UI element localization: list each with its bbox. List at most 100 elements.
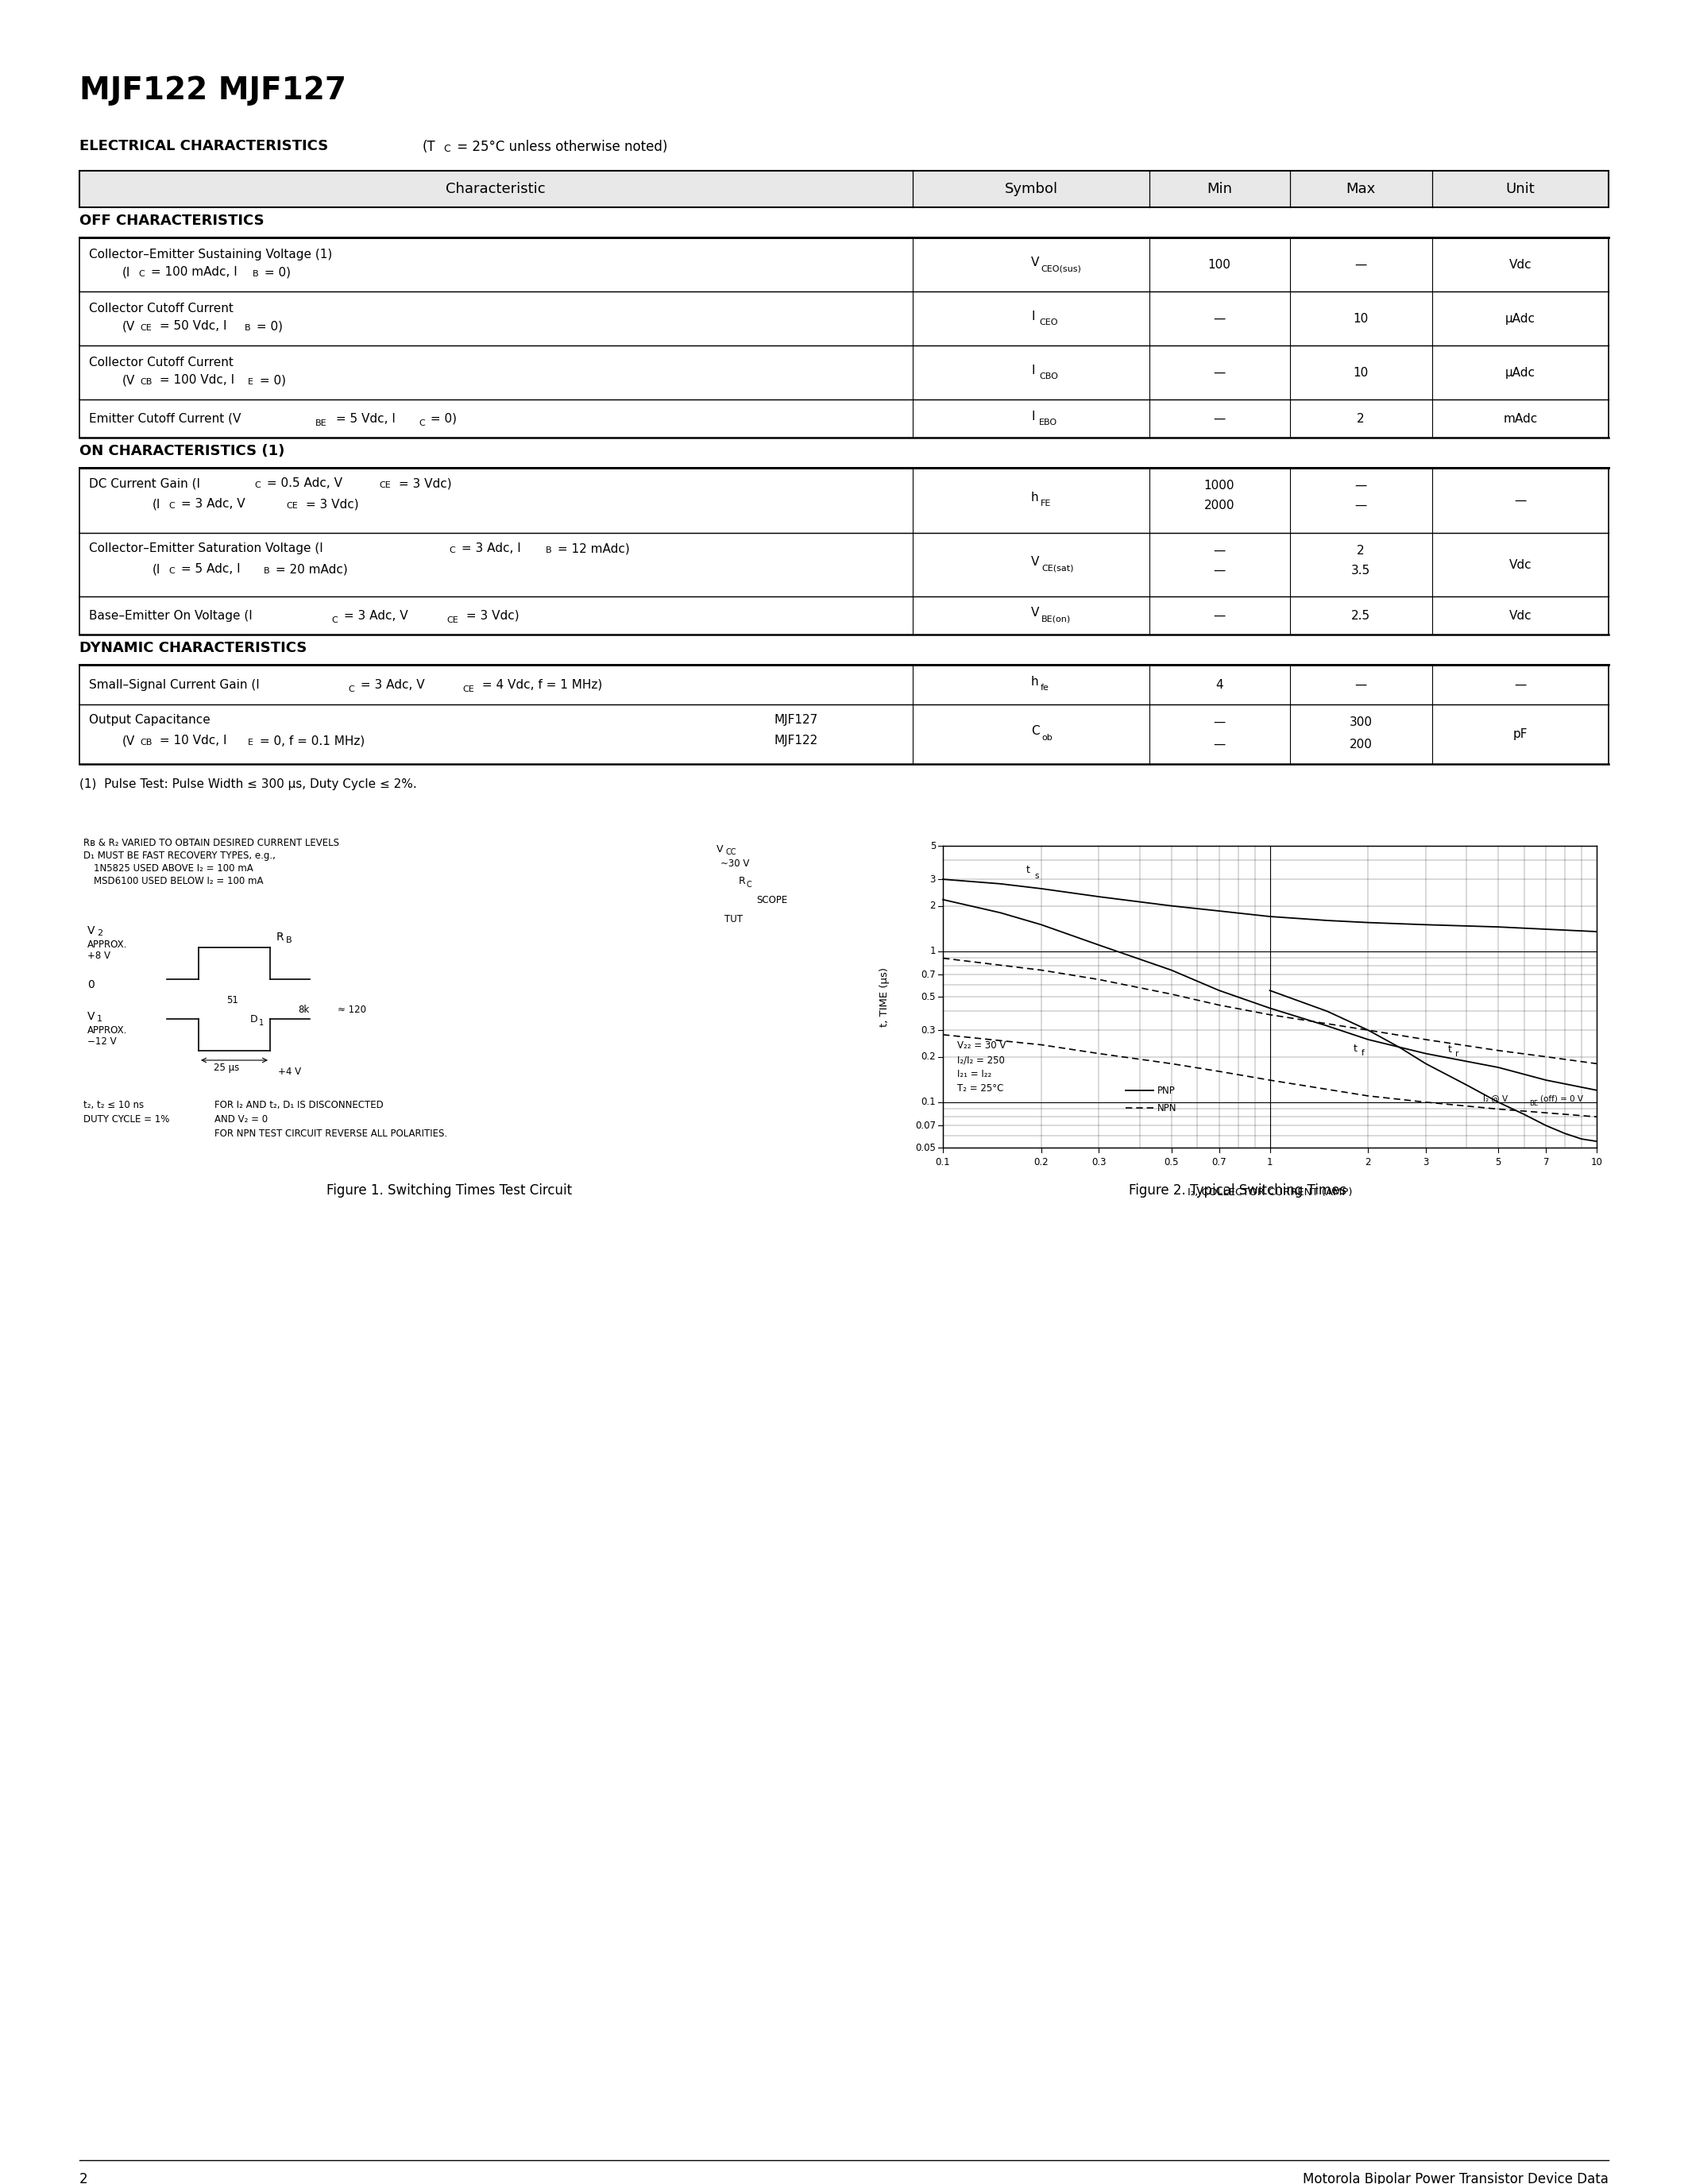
Text: E: E bbox=[248, 738, 253, 747]
Text: FE: FE bbox=[1040, 500, 1052, 507]
Text: Min: Min bbox=[1207, 181, 1232, 197]
Text: Max: Max bbox=[1345, 181, 1376, 197]
Text: 0.3: 0.3 bbox=[1092, 1158, 1106, 1168]
Text: = 0): = 0) bbox=[257, 373, 285, 387]
Text: 5: 5 bbox=[930, 841, 935, 852]
Text: 0.5: 0.5 bbox=[922, 992, 935, 1002]
Text: V: V bbox=[88, 926, 95, 937]
Text: C: C bbox=[449, 546, 456, 555]
Text: —: — bbox=[1514, 679, 1526, 690]
Text: C: C bbox=[419, 419, 425, 428]
Text: = 3 Adc, V: = 3 Adc, V bbox=[356, 679, 425, 690]
Text: ELECTRICAL CHARACTERISTICS: ELECTRICAL CHARACTERISTICS bbox=[79, 140, 327, 153]
Text: = 3 Adc, V: = 3 Adc, V bbox=[339, 609, 408, 622]
Bar bbox=[79, 170, 1609, 207]
Text: = 10 Vdc, I: = 10 Vdc, I bbox=[155, 734, 226, 747]
Text: PNP: PNP bbox=[1158, 1085, 1175, 1096]
Text: 2: 2 bbox=[1357, 544, 1364, 557]
Text: CE: CE bbox=[378, 480, 390, 489]
Text: —: — bbox=[1355, 478, 1367, 491]
Text: V: V bbox=[716, 845, 722, 854]
Text: B: B bbox=[245, 323, 252, 332]
Text: = 0.5 Adc, V: = 0.5 Adc, V bbox=[263, 478, 343, 489]
Text: CB: CB bbox=[140, 378, 152, 387]
Text: 7: 7 bbox=[1543, 1158, 1550, 1168]
Text: CE: CE bbox=[140, 323, 152, 332]
Text: Characteristic: Characteristic bbox=[446, 181, 545, 197]
Text: C: C bbox=[138, 271, 145, 277]
Text: EBO: EBO bbox=[1040, 419, 1057, 426]
Text: 1: 1 bbox=[258, 1020, 263, 1026]
Text: —: — bbox=[1355, 258, 1367, 271]
Text: ob: ob bbox=[1041, 734, 1052, 740]
Text: C: C bbox=[255, 480, 260, 489]
Text: R: R bbox=[277, 933, 284, 943]
Text: 5: 5 bbox=[1496, 1158, 1501, 1168]
Text: = 50 Vdc, I: = 50 Vdc, I bbox=[155, 321, 226, 332]
Text: CBO: CBO bbox=[1040, 373, 1058, 380]
Text: 3.5: 3.5 bbox=[1350, 563, 1371, 577]
Text: ≈ 120: ≈ 120 bbox=[338, 1005, 366, 1016]
Text: 100: 100 bbox=[1209, 258, 1231, 271]
Text: MJF122 MJF127: MJF122 MJF127 bbox=[79, 76, 346, 105]
Text: (1)  Pulse Test: Pulse Width ≤ 300 μs, Duty Cycle ≤ 2%.: (1) Pulse Test: Pulse Width ≤ 300 μs, Du… bbox=[79, 778, 417, 791]
Text: (I: (I bbox=[122, 266, 130, 277]
Text: —: — bbox=[1214, 312, 1225, 325]
Text: T₂ = 25°C: T₂ = 25°C bbox=[957, 1083, 1004, 1094]
Text: 2: 2 bbox=[1366, 1158, 1371, 1168]
Text: Collector Cutoff Current: Collector Cutoff Current bbox=[89, 356, 233, 369]
Text: R: R bbox=[739, 876, 746, 887]
Text: DUTY CYCLE = 1%: DUTY CYCLE = 1% bbox=[83, 1114, 169, 1125]
Text: I: I bbox=[1031, 411, 1035, 422]
Text: (I: (I bbox=[152, 498, 160, 509]
Text: 0.2: 0.2 bbox=[922, 1051, 935, 1061]
Text: CE: CE bbox=[285, 502, 297, 509]
Text: 8k: 8k bbox=[297, 1005, 309, 1016]
Text: APPROX.: APPROX. bbox=[88, 939, 127, 950]
Text: 0.1: 0.1 bbox=[922, 1096, 935, 1107]
Text: r: r bbox=[1455, 1051, 1458, 1057]
Text: —: — bbox=[1214, 413, 1225, 424]
Text: 0: 0 bbox=[88, 978, 95, 989]
Text: = 12 mAdc): = 12 mAdc) bbox=[554, 542, 630, 555]
Text: I: I bbox=[1031, 365, 1035, 376]
Text: Small–Signal Current Gain (I: Small–Signal Current Gain (I bbox=[89, 679, 260, 690]
Text: C: C bbox=[331, 616, 338, 625]
Text: —: — bbox=[1214, 716, 1225, 727]
Text: DC Current Gain (I: DC Current Gain (I bbox=[89, 478, 201, 489]
Text: 51: 51 bbox=[226, 996, 238, 1005]
Bar bbox=[79, 170, 1609, 207]
Text: —: — bbox=[1514, 494, 1526, 507]
Text: Vdc: Vdc bbox=[1509, 258, 1531, 271]
Text: 0.3: 0.3 bbox=[922, 1024, 935, 1035]
Text: E: E bbox=[248, 378, 253, 387]
Text: 2: 2 bbox=[96, 928, 103, 937]
Text: I₂₁ = I₂₂: I₂₁ = I₂₂ bbox=[957, 1068, 991, 1079]
Text: D: D bbox=[250, 1013, 258, 1024]
Text: OFF CHARACTERISTICS: OFF CHARACTERISTICS bbox=[79, 214, 265, 227]
Text: Figure 2. Typical Switching Times: Figure 2. Typical Switching Times bbox=[1129, 1184, 1347, 1197]
Text: MSD6100 USED BELOW I₂ = 100 mA: MSD6100 USED BELOW I₂ = 100 mA bbox=[95, 876, 263, 887]
Text: s: s bbox=[1035, 871, 1038, 880]
Text: t, TIME (μs): t, TIME (μs) bbox=[879, 968, 890, 1026]
Text: Collector–Emitter Sustaining Voltage (1): Collector–Emitter Sustaining Voltage (1) bbox=[89, 249, 333, 260]
Text: 4: 4 bbox=[1215, 679, 1224, 690]
Text: h: h bbox=[1031, 491, 1038, 502]
Text: Emitter Cutoff Current (V: Emitter Cutoff Current (V bbox=[89, 413, 241, 424]
Text: 300: 300 bbox=[1349, 716, 1372, 727]
Text: 1: 1 bbox=[930, 946, 935, 957]
Text: FOR NPN TEST CIRCUIT REVERSE ALL POLARITIES.: FOR NPN TEST CIRCUIT REVERSE ALL POLARIT… bbox=[214, 1129, 447, 1138]
Text: = 3 Adc, V: = 3 Adc, V bbox=[177, 498, 245, 509]
Text: 2: 2 bbox=[79, 2173, 88, 2184]
Text: Motorola Bipolar Power Transistor Device Data: Motorola Bipolar Power Transistor Device… bbox=[1303, 2173, 1609, 2184]
Text: V: V bbox=[1031, 256, 1040, 269]
Text: 2000: 2000 bbox=[1204, 500, 1234, 511]
Text: (V: (V bbox=[122, 321, 135, 332]
Text: —: — bbox=[1214, 367, 1225, 378]
Text: 1N5825 USED ABOVE I₂ = 100 mA: 1N5825 USED ABOVE I₂ = 100 mA bbox=[95, 863, 253, 874]
Text: 200: 200 bbox=[1349, 738, 1372, 749]
Text: 0.1: 0.1 bbox=[935, 1158, 950, 1168]
Text: 0.5: 0.5 bbox=[1165, 1158, 1178, 1168]
Text: = 5 Vdc, I: = 5 Vdc, I bbox=[333, 413, 395, 424]
Text: Base–Emitter On Voltage (I: Base–Emitter On Voltage (I bbox=[89, 609, 253, 622]
